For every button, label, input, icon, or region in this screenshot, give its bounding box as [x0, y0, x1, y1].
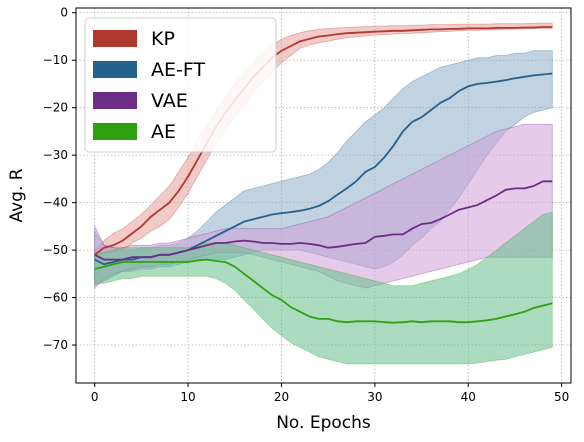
- x-tick-label: 0: [91, 390, 99, 404]
- y-tick-label: −60: [43, 291, 68, 305]
- y-tick-label: −40: [43, 196, 68, 210]
- x-axis-label: No. Epochs: [276, 413, 371, 433]
- y-axis-label: Avg. R: [7, 168, 27, 222]
- y-tick-label: 0: [60, 6, 68, 20]
- x-tick-label: 30: [367, 390, 382, 404]
- legend-box: [84, 17, 277, 153]
- y-tick-label: −30: [43, 148, 68, 162]
- line-ae: [94, 258, 553, 324]
- line-vae: [94, 180, 553, 261]
- x-tick-label: 50: [554, 390, 569, 404]
- legend-swatch-ae: [93, 123, 137, 140]
- band-ae: [94, 211, 553, 365]
- y-tick-label: −50: [43, 243, 68, 257]
- plot-frame: [75, 7, 572, 384]
- y-tick-label: −20: [43, 101, 68, 115]
- legend-label-ae: AE: [151, 121, 176, 143]
- legend-label-kp: KP: [151, 28, 175, 50]
- series-lines: [94, 26, 553, 324]
- line-kp: [94, 26, 553, 256]
- x-tick-label: 10: [180, 390, 195, 404]
- y-tick-label: −10: [43, 53, 68, 67]
- confidence-bands: [94, 22, 553, 365]
- axis-ticks: 0 10 20 30 40 50 0 −10 −20 −30 −40 −50 −60 −70: [43, 6, 570, 404]
- legend-swatch-kp: [93, 30, 137, 47]
- legend-label-ae-ft: AE-FT: [151, 59, 205, 81]
- legend-label-vae: VAE: [151, 90, 188, 112]
- x-tick-label: 20: [274, 390, 289, 404]
- legend-swatch-vae: [93, 92, 137, 109]
- legend: KP AE-FT VAE AE: [84, 17, 277, 153]
- y-tick-label: −70: [43, 338, 68, 352]
- legend-swatch-ae-ft: [93, 61, 137, 78]
- x-tick-label: 40: [461, 390, 476, 404]
